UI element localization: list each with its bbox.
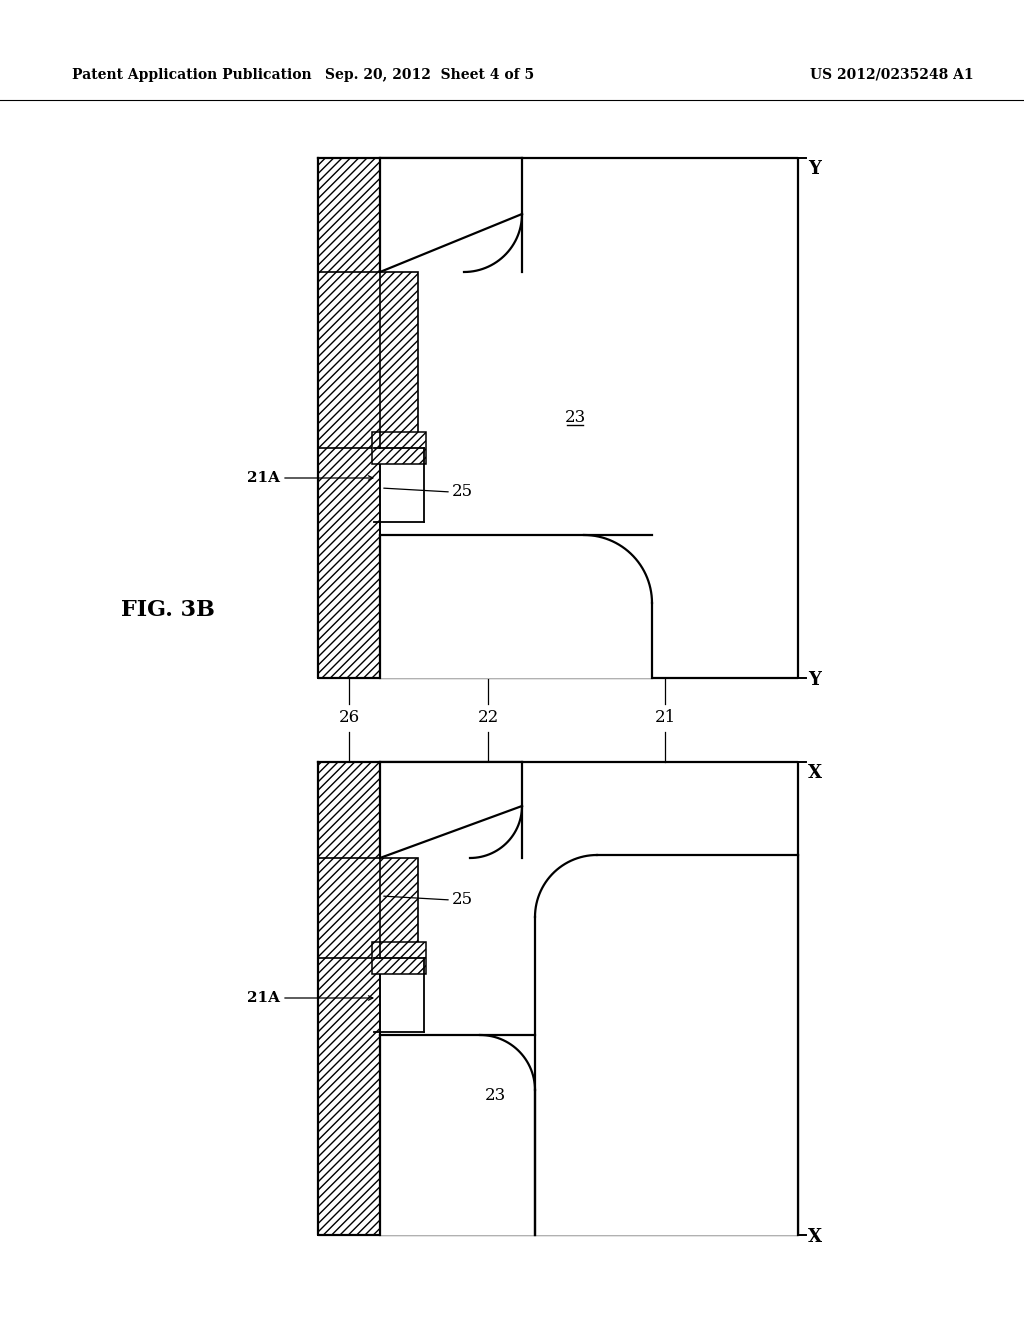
Polygon shape (535, 855, 798, 1236)
Text: X: X (808, 764, 822, 781)
Text: 26: 26 (339, 710, 359, 726)
Bar (372, 942, 426, 974)
Bar (372, 432, 426, 465)
Text: 25: 25 (452, 483, 473, 500)
Text: X: X (808, 1228, 822, 1246)
Text: Y: Y (808, 671, 821, 689)
Bar (318, 158, 380, 678)
Text: Y: Y (808, 160, 821, 178)
Text: FIG. 3B: FIG. 3B (121, 599, 215, 620)
Text: 23: 23 (564, 409, 586, 426)
Text: 25: 25 (452, 891, 473, 908)
Text: US 2012/0235248 A1: US 2012/0235248 A1 (810, 69, 974, 82)
Text: 23: 23 (484, 1086, 506, 1104)
Polygon shape (380, 762, 522, 858)
Bar (318, 762, 380, 1236)
Bar (318, 272, 418, 447)
Text: 21: 21 (654, 710, 676, 726)
Text: Patent Application Publication: Patent Application Publication (72, 69, 311, 82)
Bar (318, 858, 418, 958)
Text: Sep. 20, 2012  Sheet 4 of 5: Sep. 20, 2012 Sheet 4 of 5 (326, 69, 535, 82)
Polygon shape (380, 535, 652, 678)
Text: 21A: 21A (247, 991, 280, 1005)
Polygon shape (380, 158, 522, 272)
Text: 22: 22 (477, 710, 499, 726)
Polygon shape (380, 1035, 535, 1236)
Text: 21A: 21A (247, 471, 280, 484)
